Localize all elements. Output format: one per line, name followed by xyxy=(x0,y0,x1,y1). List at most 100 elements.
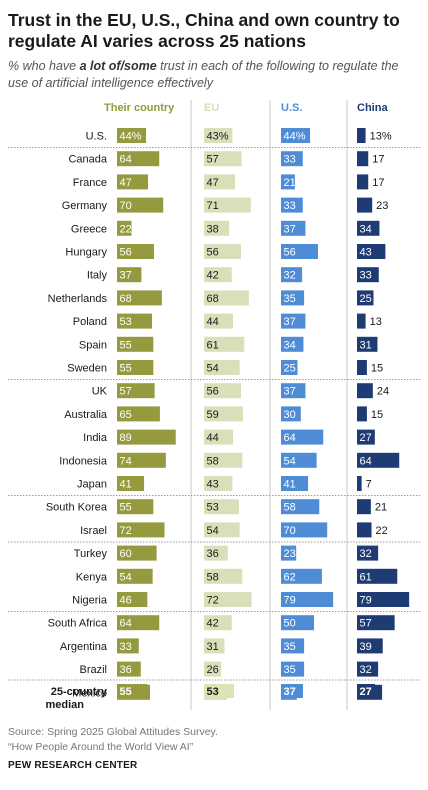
bar-eu-australia xyxy=(204,406,243,422)
subtitle-emphasis: a lot of/some xyxy=(79,59,157,73)
bar-eu-japan xyxy=(204,476,233,491)
value-label-their-country-south-korea: 55 xyxy=(120,502,132,514)
value-label-eu-canada: 57 xyxy=(207,154,219,166)
country-label-uk: UK xyxy=(92,386,108,398)
bar-eu-netherlands xyxy=(204,290,249,306)
country-label-germany: Germany xyxy=(62,200,108,212)
bar-china-brazil xyxy=(357,661,379,677)
country-label-israel: Israel xyxy=(80,525,107,537)
value-label-eu-netherlands: 68 xyxy=(207,293,219,305)
value-label-u-s-argentina: 35 xyxy=(284,641,296,653)
median-label-line2: median xyxy=(45,699,84,711)
bar-u-s-u-s xyxy=(281,128,311,143)
country-label-argentina: Argentina xyxy=(60,641,108,653)
bar-eu-israel xyxy=(204,522,240,538)
bar-eu-brazil xyxy=(204,661,222,677)
subtitle-prefix: % who have xyxy=(8,59,80,73)
value-label-china-u-s: 13% xyxy=(370,131,392,143)
chart-subtitle: % who have a lot of/some trust in each o… xyxy=(8,58,420,92)
bar-their-country-turkey xyxy=(117,545,157,561)
value-label-u-s-spain: 34 xyxy=(284,339,296,351)
bar-eu-poland xyxy=(204,313,234,329)
bar-u-s-israel xyxy=(281,522,328,538)
value-label-u-s-italy: 32 xyxy=(284,270,296,282)
bar-eu-italy xyxy=(204,267,232,283)
bar-eu-nigeria xyxy=(204,592,252,607)
country-label-netherlands: Netherlands xyxy=(48,293,108,305)
value-label-eu-nigeria: 72 xyxy=(207,595,219,607)
bar-eu-spain xyxy=(204,336,245,352)
country-label-greece: Greece xyxy=(71,223,107,235)
median-bar-u-s xyxy=(281,684,303,698)
country-label-australia: Australia xyxy=(64,409,108,421)
value-label-u-s-hungary: 56 xyxy=(284,247,296,259)
value-label-eu-uk: 56 xyxy=(207,386,219,398)
bar-china-france xyxy=(357,174,369,190)
value-label-eu-south-korea: 53 xyxy=(207,502,219,514)
value-label-china-hungary: 43 xyxy=(360,247,372,259)
bar-u-s-greece xyxy=(281,220,306,236)
value-label-u-s-uk: 37 xyxy=(284,386,296,398)
bar-their-country-sweden xyxy=(117,360,154,375)
value-label-eu-indonesia: 58 xyxy=(207,455,219,467)
bar-china-south-africa xyxy=(357,615,395,631)
value-label-china-argentina: 39 xyxy=(360,641,372,653)
country-label-sweden: Sweden xyxy=(67,363,107,375)
value-label-their-country-brazil: 36 xyxy=(120,664,132,676)
value-label-their-country-greece: 22 xyxy=(120,223,132,235)
bar-their-country-netherlands xyxy=(117,290,162,306)
value-label-their-country-italy: 37 xyxy=(120,270,132,282)
bar-eu-hungary xyxy=(204,244,241,259)
value-label-their-country-uk: 57 xyxy=(120,386,132,398)
value-label-eu-u-s: 43% xyxy=(207,131,229,143)
value-label-u-s-brazil: 35 xyxy=(284,664,296,676)
value-label-china-italy: 33 xyxy=(360,270,372,282)
bar-u-s-germany xyxy=(281,197,303,213)
country-label-poland: Poland xyxy=(73,316,107,328)
value-label-their-country-spain: 55 xyxy=(120,339,132,351)
bar-china-greece xyxy=(357,220,380,236)
value-label-u-s-netherlands: 35 xyxy=(284,293,296,305)
bar-china-uk xyxy=(357,383,373,399)
value-label-their-country-india: 89 xyxy=(120,432,132,444)
country-label-france: France xyxy=(73,177,107,189)
country-label-south-korea: South Korea xyxy=(46,502,108,514)
bar-their-country-indonesia xyxy=(117,452,166,468)
value-label-eu-australia: 59 xyxy=(207,409,219,421)
bar-china-sweden xyxy=(357,360,367,375)
bar-u-s-india xyxy=(281,429,324,445)
bar-u-s-poland xyxy=(281,313,306,329)
value-label-eu-france: 47 xyxy=(207,177,219,189)
value-label-eu-poland: 44 xyxy=(207,316,219,328)
value-label-u-s-france: 21 xyxy=(284,177,296,189)
bar-china-poland xyxy=(357,313,366,329)
bar-china-israel xyxy=(357,522,372,538)
bar-their-country-greece xyxy=(117,220,132,236)
bar-china-netherlands xyxy=(357,290,374,306)
value-label-china-south-africa: 57 xyxy=(360,618,372,630)
value-label-eu-india: 44 xyxy=(207,432,219,444)
value-label-china-canada: 17 xyxy=(372,154,384,166)
bar-their-country-south-korea xyxy=(117,499,154,515)
bar-eu-south-korea xyxy=(204,499,239,515)
value-label-china-turkey: 32 xyxy=(360,548,372,560)
value-label-their-country-netherlands: 68 xyxy=(120,293,132,305)
bar-china-turkey xyxy=(357,545,379,561)
value-label-eu-italy: 42 xyxy=(207,270,219,282)
country-label-kenya: Kenya xyxy=(76,571,108,583)
bar-their-country-canada xyxy=(117,151,160,167)
bar-their-country-u-s xyxy=(117,128,147,143)
bar-u-s-france xyxy=(281,174,295,190)
value-label-their-country-hungary: 56 xyxy=(120,247,132,259)
value-label-eu-greece: 38 xyxy=(207,223,219,235)
value-label-u-s-south-africa: 50 xyxy=(284,618,296,630)
value-label-china-india: 27 xyxy=(360,432,372,444)
value-label-eu-israel: 54 xyxy=(207,525,219,537)
bar-china-canada xyxy=(357,151,369,167)
bar-u-s-nigeria xyxy=(281,592,334,607)
value-label-china-kenya: 61 xyxy=(360,571,372,583)
value-label-u-s-kenya: 62 xyxy=(284,571,296,583)
value-label-u-s-australia: 30 xyxy=(284,409,296,421)
value-label-china-spain: 31 xyxy=(360,339,372,351)
bar-china-australia xyxy=(357,406,367,422)
